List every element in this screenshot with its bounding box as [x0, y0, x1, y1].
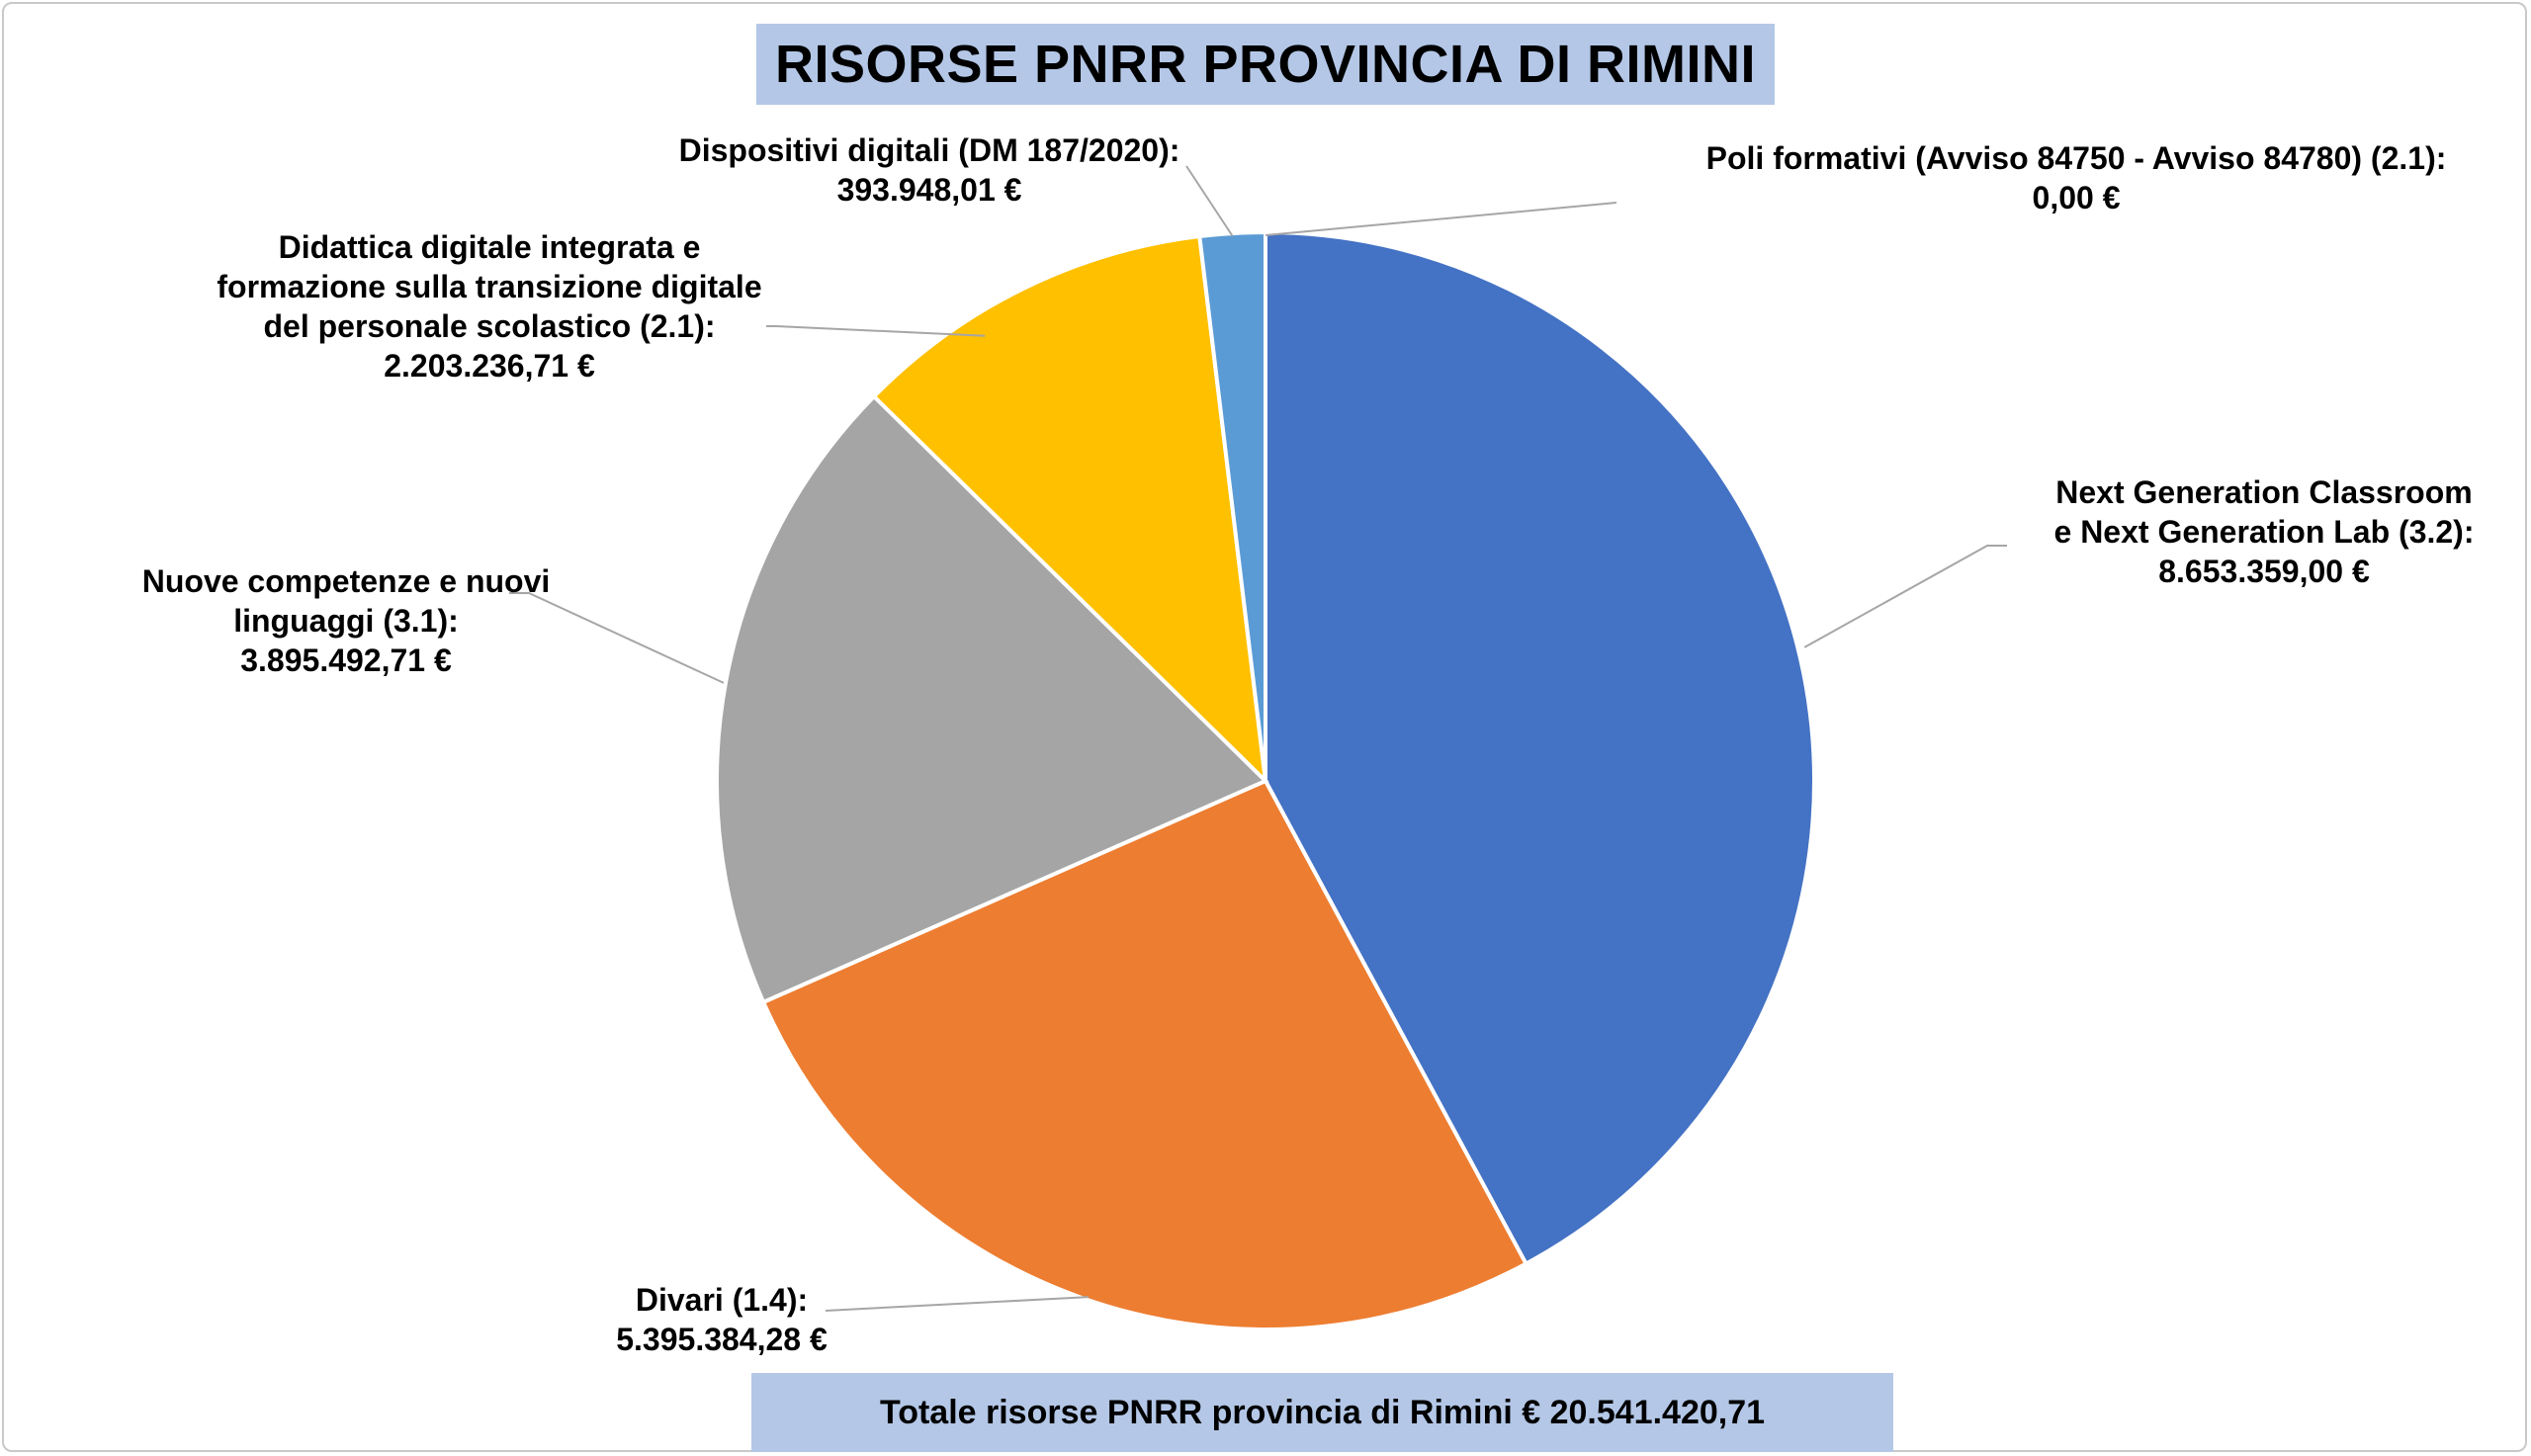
pie-slice-didattica-digitale	[871, 233, 1268, 787]
leader-line-poli-formativi	[1265, 202, 1617, 236]
leader-line-next-generation	[1803, 545, 2007, 648]
label-nuove-competenze: Nuove competenze e nuovi linguaggi (3.1)…	[94, 561, 598, 680]
label-poli-formativi-value: 0,00 €	[2032, 180, 2121, 215]
label-dispositivi-digitali: Dispositivi digitali (DM 187/2020): 393.…	[623, 130, 1236, 210]
label-nuove-competenze-line-1: Nuove competenze e nuovi	[141, 563, 551, 599]
label-next-generation-line-1: Next Generation Classroom	[2055, 474, 2473, 510]
label-didattica-digitale-line-2: formazione sulla transizione digitale	[217, 269, 762, 304]
leader-line-dispositivi-digitali	[1185, 165, 1234, 237]
label-next-generation: Next Generation Classroom e Next Generat…	[2007, 472, 2521, 591]
leader-line-didattica-digitale	[766, 325, 986, 337]
label-divari-value: 5.395.384,28 €	[616, 1322, 828, 1357]
pie-slice-divari	[760, 778, 1529, 1331]
total-text: Totale risorse PNRR provincia di Rimini …	[879, 1393, 1766, 1431]
label-next-generation-line-2: e Next Generation Lab (3.2):	[2053, 514, 2475, 550]
pie-slice-next-generation	[1264, 229, 1816, 1267]
leader-line-nuove-competenze	[509, 592, 725, 684]
label-next-generation-value: 8.653.359,00 €	[2158, 554, 2370, 589]
label-poli-formativi-line: Poli formativi (Avviso 84750 - Avviso 84…	[1705, 140, 2447, 176]
label-divari-line: Divari (1.4):	[635, 1282, 809, 1318]
leader-line-divari	[825, 1296, 1089, 1312]
label-didattica-digitale-line-3: del personale scolastico (2.1):	[263, 308, 716, 344]
chart-title: RISORSE PNRR PROVINCIA DI RIMINI	[774, 35, 1757, 94]
pie-slice-nuove-competenze	[715, 393, 1269, 1005]
label-didattica-digitale-value: 2.203.236,71 €	[384, 348, 595, 384]
chart-title-box: RISORSE PNRR PROVINCIA DI RIMINI	[756, 24, 1775, 105]
label-nuove-competenze-line-2: linguaggi (3.1):	[233, 603, 459, 639]
label-poli-formativi: Poli formativi (Avviso 84750 - Avviso 84…	[1641, 138, 2511, 217]
total-box: Totale risorse PNRR provincia di Rimini …	[751, 1373, 1893, 1452]
label-didattica-digitale-line-1: Didattica digitale integrata e	[278, 229, 701, 265]
label-dispositivi-digitali-value: 393.948,01 €	[836, 172, 1022, 208]
label-dispositivi-digitali-line: Dispositivi digitali (DM 187/2020):	[678, 132, 1180, 168]
label-didattica-digitale: Didattica digitale integrata e formazion…	[168, 227, 811, 385]
label-nuove-competenze-value: 3.895.492,71 €	[240, 642, 452, 678]
label-divari: Divari (1.4): 5.395.384,28 €	[573, 1280, 870, 1359]
pie-slice-dispositivi-digitali	[1197, 229, 1267, 782]
